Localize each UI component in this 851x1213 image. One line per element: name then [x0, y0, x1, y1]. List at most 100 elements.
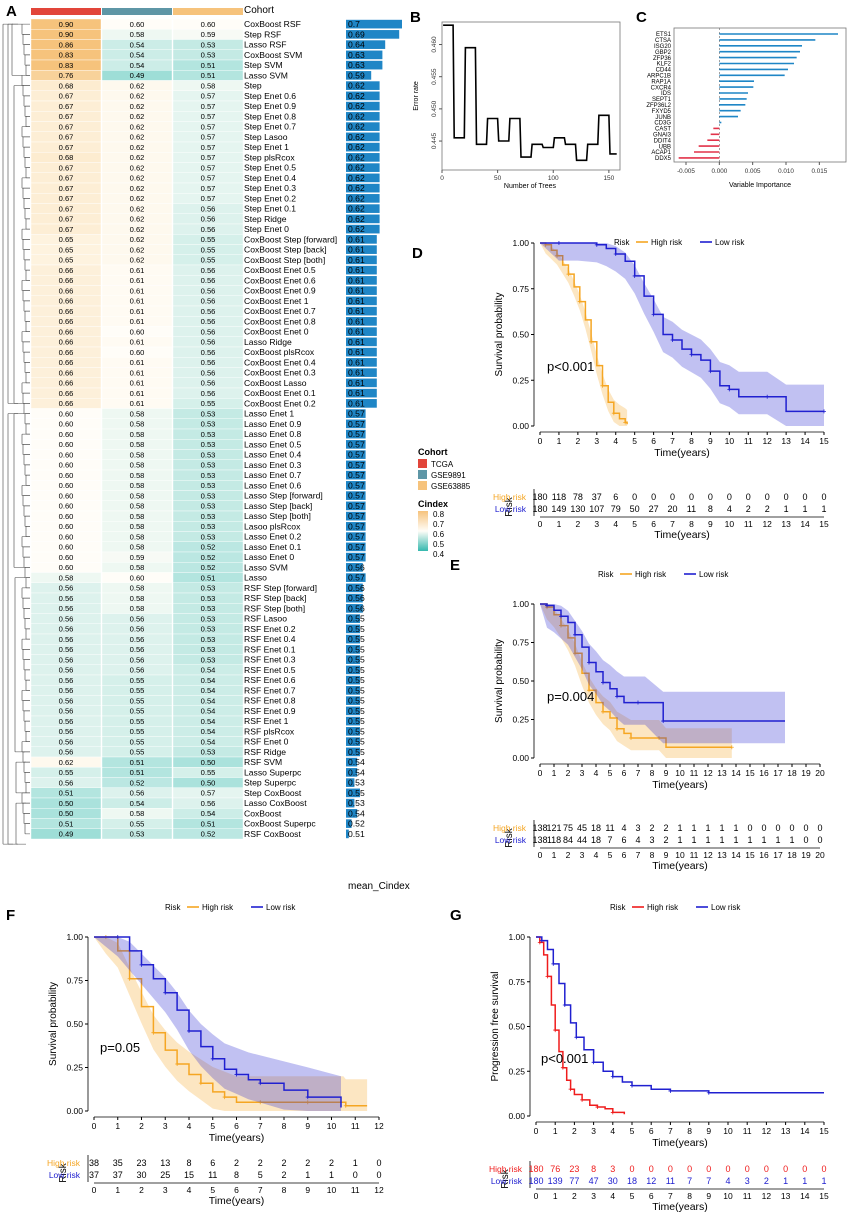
risk-count-high: 37 [592, 492, 602, 502]
panel-label-b: B [410, 9, 421, 26]
mean-cindex-label: 0.61 [348, 275, 365, 285]
legend-cindex-tick: 0.4 [433, 550, 445, 559]
risk-count-high: 13 [160, 1158, 170, 1168]
risk-count-high: 180 [532, 492, 547, 502]
heatmap-cell-value: 0.56 [201, 204, 216, 213]
confidence-band [540, 243, 628, 426]
risk-count-high: 23 [136, 1158, 146, 1168]
censor-mark [258, 1081, 263, 1086]
heatmap-cell-value: 0.90 [59, 30, 74, 39]
legend-swatch-tcga [418, 459, 427, 468]
x-tick-label: 16 [759, 768, 769, 778]
censor-mark [343, 1103, 348, 1108]
mean-cindex-label: 0.57 [348, 409, 365, 419]
heatmap-cell-value: 0.56 [130, 789, 145, 798]
legend-label-high: High risk [647, 903, 679, 912]
heatmap-cell-value: 0.52 [201, 543, 216, 552]
risk-count-high: 0 [803, 823, 808, 833]
model-name: CoxBoost RSF [244, 19, 301, 29]
heatmap-cell-value: 0.62 [130, 225, 145, 234]
model-name: CoxBoost [244, 808, 282, 818]
panel-label-g: G [450, 907, 462, 924]
risk-x-title: Time(years) [654, 529, 710, 541]
dendrogram-link [25, 474, 30, 486]
heatmap-cell-value: 0.56 [201, 297, 216, 306]
risk-count-high: 0 [706, 1164, 711, 1174]
panel-label-e: E [450, 557, 460, 574]
mean-cindex-label: 0.57 [348, 542, 365, 552]
risk-row-label-high: High risk [493, 492, 527, 502]
risk-count-high: 1 [705, 823, 710, 833]
risk-table-title: Risk [504, 496, 515, 516]
model-name: CoxBoost Enet 0.4 [244, 357, 316, 367]
risk-count-low: 1 [802, 1176, 807, 1186]
risk-count-low: 2 [281, 1170, 286, 1180]
risk-count-high: 0 [802, 1164, 807, 1174]
mean-cindex-label: 0.57 [348, 480, 365, 490]
mean-cindex-bar [346, 347, 377, 357]
heatmap-cell-value: 0.52 [130, 778, 145, 787]
legend-label-high: High risk [651, 238, 683, 247]
heatmap-cell-value: 0.54 [201, 696, 216, 705]
censor-mark [151, 1030, 156, 1035]
risk-count-high: 2 [258, 1158, 263, 1168]
x-tick-label: 0 [538, 436, 543, 446]
mean-cindex-label: 0.57 [348, 429, 365, 439]
heatmap-cell-value: 0.57 [201, 174, 216, 183]
x-tick-label: 5 [608, 768, 613, 778]
risk-count-high: 8 [186, 1158, 191, 1168]
heatmap-cell-value: 0.58 [130, 522, 145, 531]
heatmap-cell-value: 0.62 [130, 235, 145, 244]
dendrogram-link [25, 679, 30, 691]
heatmap-cell-value: 0.62 [130, 174, 145, 183]
heatmap-cell-value: 0.54 [130, 40, 145, 49]
risk-count-high: 2 [234, 1158, 239, 1168]
risk-table-title: Risk [504, 827, 515, 847]
mean-cindex-label: 0.57 [348, 470, 365, 480]
mean-cindex-label: 0.57 [348, 450, 365, 460]
model-name: RSF Step [both] [244, 603, 305, 613]
heatmap-cell-value: 0.58 [130, 440, 145, 449]
heatmap-cell-value: 0.66 [59, 358, 74, 367]
x-tick-label: 2 [575, 436, 580, 446]
risk-count-low: 1 [821, 1176, 826, 1186]
heatmap-cell-value: 0.61 [130, 266, 145, 275]
risk-time-label: 7 [670, 519, 675, 529]
heatmap-cell-value: 0.52 [201, 563, 216, 572]
risk-count-high: 0 [761, 823, 766, 833]
x-tick-label: 20 [815, 768, 825, 778]
gene-label: CD44 [656, 68, 672, 74]
risk-count-low: 7 [607, 835, 612, 845]
risk-x-title: Time(years) [209, 1195, 265, 1207]
dendrogram-link [25, 116, 30, 127]
risk-count-low: 1 [691, 835, 696, 845]
risk-time-label: 9 [305, 1185, 310, 1195]
dendrogram-link [21, 177, 30, 189]
mean-cindex-label: 0.54 [348, 757, 365, 767]
mean-cindex-bar [346, 716, 360, 726]
risk-time-label: 4 [610, 1191, 615, 1201]
dendrogram-link [25, 577, 30, 589]
dendrogram-link [23, 95, 30, 107]
model-name: Lasso Enet 0.3 [244, 460, 302, 470]
confidence-band [540, 243, 824, 426]
x-tick-label: 10 [725, 436, 735, 446]
dendrogram-link [25, 731, 30, 742]
heatmap-cell-value: 0.66 [59, 286, 74, 295]
heatmap-cell-value: 0.62 [130, 122, 145, 131]
model-name: CoxBoost Enet 0.1 [244, 388, 316, 398]
model-name: Step Lasoo [244, 132, 288, 142]
heatmap-cell-value: 0.56 [201, 266, 216, 275]
mean-cindex-bar [346, 573, 366, 582]
risk-time-label: 0 [538, 519, 543, 529]
heatmap-cell-value: 0.58 [130, 584, 145, 593]
model-name: Lasso Step [back] [244, 501, 312, 511]
x-tick-label: 7 [258, 1121, 263, 1131]
p-value: p<0.001 [547, 359, 594, 374]
y-tick-label: 0.00 [512, 421, 529, 431]
mean-cindex-bar [346, 276, 377, 285]
panel-b-xlabel: Number of Trees [504, 183, 557, 190]
risk-count-low: 6 [621, 835, 626, 845]
model-name: Step Enet 1 [244, 142, 289, 152]
x-tick-label: 4 [610, 1126, 615, 1136]
